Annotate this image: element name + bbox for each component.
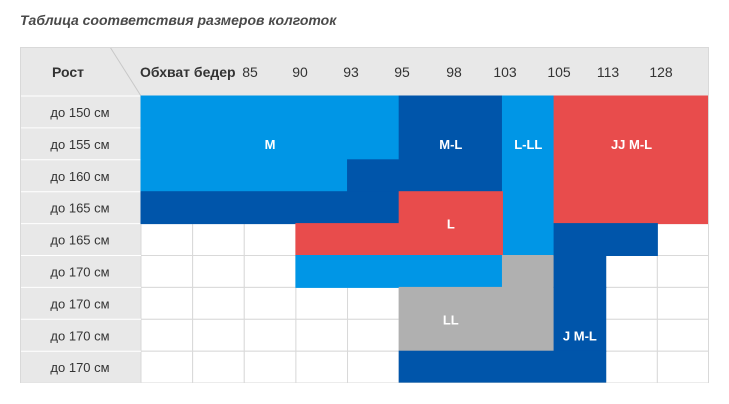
grid-cell	[605, 255, 658, 288]
grid-cell	[243, 350, 297, 383]
hip-size-header: 128	[649, 64, 673, 80]
grid-cell	[243, 255, 297, 288]
row-header-label: Рост	[52, 64, 84, 80]
zone-l-region	[295, 191, 503, 256]
zone-j-m-l-region	[398, 223, 658, 383]
page-title: Таблица соответствия размеров колготок	[20, 12, 337, 28]
grid-cell	[656, 255, 709, 288]
chart-border	[20, 47, 709, 383]
hip-size-header: 98	[446, 64, 462, 80]
height-row-label: до 160 см	[50, 169, 109, 184]
hip-size-header: 103	[493, 64, 517, 80]
grid-cell	[656, 350, 709, 383]
zone-label: M-L	[439, 137, 462, 152]
grid-cell	[656, 286, 709, 320]
grid-cell	[656, 318, 709, 352]
grid-cell	[605, 350, 658, 383]
zone-label: LL	[443, 312, 459, 327]
zone-jj-m-l-region	[553, 95, 709, 225]
zone-light-blue-band	[295, 255, 503, 288]
height-row-label: до 150 см	[50, 105, 109, 120]
hip-size-header: 85	[242, 64, 258, 80]
row-label-background	[20, 96, 141, 383]
grid-cell	[243, 318, 297, 352]
zone-label: JJ M-L	[611, 137, 652, 152]
grid-cell	[347, 318, 400, 352]
grid-cell	[192, 318, 245, 352]
hip-size-header: 113	[597, 64, 620, 80]
grid-cell	[192, 255, 245, 288]
grid-cell	[140, 223, 194, 257]
zone-label: M	[265, 137, 276, 152]
grid-cell	[140, 255, 194, 288]
size-chart: M M-L L-LL JJ M-L L LL J M-L Рост Обхват бедер 85…	[20, 47, 709, 383]
zone-m-l-region	[140, 95, 503, 225]
grid-cell	[605, 318, 658, 352]
zone-label: J M-L	[563, 328, 597, 343]
grid-cell	[140, 286, 194, 320]
hip-size-header: 90	[292, 64, 308, 80]
grid-cell	[605, 286, 658, 320]
grid-cell	[656, 223, 709, 257]
grid-cell	[243, 286, 297, 320]
grid-cell	[295, 286, 349, 320]
hip-size-header: 93	[343, 64, 359, 80]
grid-cell	[192, 350, 245, 383]
zone-label: L	[447, 217, 455, 232]
zone-ll-region	[398, 255, 555, 352]
header-divider	[109, 47, 142, 97]
grid-cell	[140, 318, 194, 352]
height-row-label: до 165 см	[50, 201, 109, 216]
grid-cell	[140, 350, 194, 383]
zone-label: L-LL	[514, 137, 542, 152]
grid-cell	[192, 223, 245, 257]
height-row-label: до 170 см	[50, 328, 109, 343]
zone-l-ll-region	[501, 95, 555, 256]
height-row-label: до 170 см	[50, 360, 109, 375]
grid-cell	[347, 350, 400, 383]
grid-cell	[295, 318, 349, 352]
height-row-label: до 155 см	[50, 137, 109, 152]
column-header-label: Обхват бедер	[140, 64, 236, 80]
zone-m-region	[140, 95, 400, 193]
height-row-label: до 165 см	[50, 233, 109, 248]
grid-cell	[295, 350, 349, 383]
height-row-label: до 170 см	[50, 296, 109, 311]
grid-cell	[347, 286, 400, 320]
grid-cell	[192, 286, 245, 320]
height-row-label: до 170 см	[50, 264, 109, 279]
hip-size-header: 105	[547, 64, 571, 80]
header-background	[20, 47, 709, 96]
grid-cell	[243, 223, 297, 257]
hip-size-header: 95	[394, 64, 410, 80]
